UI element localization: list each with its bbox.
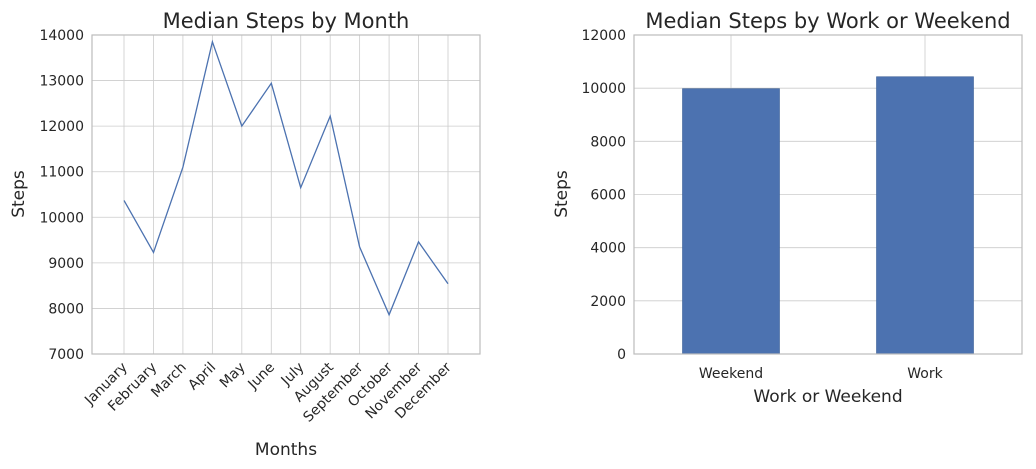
bar-y-tick-label: 0 [617,347,626,363]
line-y-tick-label: 11000 [39,165,84,181]
bar-weekend [682,88,780,355]
bar-chart-x-tick-labels: Weekend Work [699,366,944,382]
bar-y-tick-label: 4000 [590,241,626,257]
line-chart-y-axis-label: Steps [9,170,29,218]
bar-y-tick-label: 10000 [581,81,626,97]
bar-chart-y-tick-labels: 0 2000 4000 6000 8000 10000 12000 [581,28,626,363]
line-series-steps [123,39,449,317]
bar-x-tick-label: Weekend [699,366,763,382]
bar-x-tick-label: Work [907,366,943,382]
bar-y-tick-label: 12000 [581,28,626,44]
bar-chart-x-axis-label: Work or Weekend [753,387,902,407]
line-chart-y-tick-labels: 7000 8000 9000 10000 11000 12000 13000 14000 [39,28,84,363]
line-y-tick-label: 7000 [48,347,84,363]
line-chart-gridlines [92,34,480,355]
line-x-tick-label: May [217,360,249,392]
bar-y-tick-label: 8000 [590,134,626,150]
bar-chart-plot-area [633,34,1023,355]
line-chart-plot-area [91,34,481,355]
line-y-tick-label: 12000 [39,119,84,135]
line-x-tick-label: April [185,360,219,394]
line-chart-x-axis-label: Months [255,440,317,460]
bar-chart: 0 2000 4000 6000 8000 10000 12000 Weekend Work … [552,9,1023,407]
bar-work [876,76,974,355]
bar-chart-title: Median Steps by Work or Weekend [645,9,1010,33]
bar-y-tick-label: 2000 [590,294,626,310]
line-chart-title: Median Steps by Month [163,9,410,33]
line-y-tick-label: 9000 [48,256,84,272]
line-x-tick-label: June [245,360,279,394]
line-chart-points [123,41,449,315]
bar-chart-y-axis-label: Steps [552,170,572,218]
line-y-tick-label: 14000 [39,28,84,44]
bar-y-tick-label: 6000 [590,188,626,204]
line-y-tick-label: 8000 [48,301,84,317]
line-y-tick-label: 10000 [39,210,84,226]
line-y-tick-label: 13000 [39,74,84,90]
line-chart: 7000 8000 9000 10000 11000 12000 13000 14000 Ja… [9,9,481,460]
bar-chart-bars [682,76,974,355]
